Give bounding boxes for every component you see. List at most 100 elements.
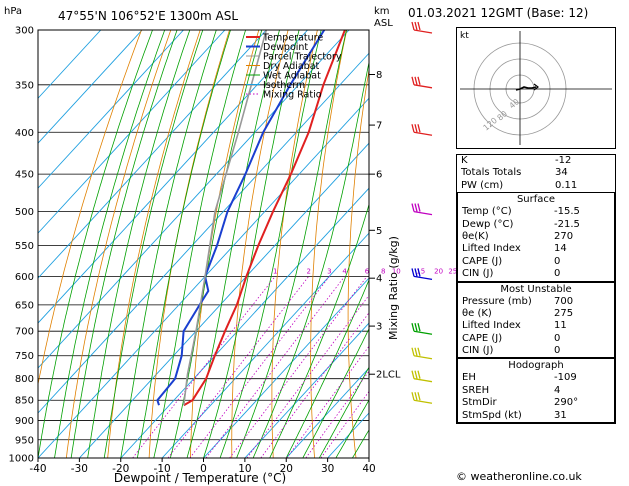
hodograph-title: Hodograph [508,360,564,372]
most-unstable-row: Lifted Index 11 [458,320,614,332]
index-value: 34 [555,167,568,179]
wet-adiabat-line [170,30,263,458]
surface-row: Temp (°C) -15.5 [458,206,614,218]
wind-barb-flag [414,392,418,401]
wind-barb-flag [411,203,415,212]
x-tick-label: -30 [71,463,88,475]
mixing-ratio-label: 8 [381,267,385,275]
wet-adiabat-line [186,30,280,458]
hodo-param-row: StmDir 290° [458,397,614,409]
wind-barb-staff [413,399,433,404]
legend-label: Isotherm [263,80,305,91]
wet-adiabat-line [285,279,369,458]
wind-barb [411,76,433,89]
wind-barb-flag [411,124,415,133]
temperature-curve [183,30,346,407]
isotherm-line [38,52,369,414]
wind-barb-staff [413,210,433,216]
mixing-ratio-line [305,370,369,458]
indices-panel: K -12 Totals Totals 34 PW (cm) 0.11 Surface T… [456,154,616,425]
wind-barb-flag [414,124,418,133]
wet-adiabat-line [302,328,369,458]
pressure-tick-label: 950 [15,435,34,446]
surface-label: Lifted Index [462,243,521,255]
most-unstable-label: CAPE (J) [462,332,503,344]
hodo-param-row: SREH 4 [458,385,614,397]
wind-barb-flag [414,203,418,212]
surface-title: Surface [516,194,556,206]
x-tick-label: 30 [321,463,334,475]
wet-adiabat-line [269,203,369,458]
chart-title: 47°55'N 106°52'E 1300m ASL [58,9,238,23]
most-unstable-row: Pressure (mb) 700 [458,296,614,308]
wind-barb-staff [413,131,433,136]
most-unstable-value: 700 [554,295,574,307]
surface-label: CAPE (J) [462,255,503,267]
wind-barb-flag [414,370,418,379]
copyright: © weatheronline.co.uk [456,470,582,483]
pressure-tick-label: 300 [15,26,34,37]
wind-barb-flag [417,76,421,85]
wind-barb [411,124,433,136]
dry-adiabat-line [347,67,369,458]
hpa-label: hPa [4,6,22,17]
wind-barb-flag [417,124,421,133]
mixing-ratio-label: 25 [448,267,457,275]
most-unstable-value: 275 [554,307,574,319]
index-row: K -12 [457,155,615,167]
date-label: 01.03.2021 12GMT (Base: 12) [408,6,589,20]
mixing-ratio-line [229,276,368,458]
mixing-ratio-label: 20 [434,267,443,275]
km-tick-label: 7 [376,121,382,132]
wet-adiabat-line [236,30,347,458]
hodo-param-value: 4 [554,384,561,396]
mixing-ratio-label: 10 [392,267,401,275]
surface-row: CAPE (J) 0 [458,256,614,268]
wet-adiabat-line [87,30,191,458]
most-unstable-row: CIN (J) 0 [458,345,614,357]
pressure-tick-label: 750 [15,351,34,362]
dry-adiabat-line [190,30,260,458]
surface-value: 270 [554,230,574,242]
index-label: K [461,155,468,166]
hodo-trace [515,86,537,91]
mixing-ratio-label: 3 [327,267,331,275]
pressure-tick-label: 450 [15,170,34,181]
wind-barb-flag [414,268,418,277]
most-unstable-label: θe (K) [462,307,492,319]
wind-barb-staff [413,355,433,360]
most-unstable-value: 0 [554,345,561,357]
pressure-tick-label: 800 [15,374,34,385]
mixing-ratio-line [167,276,310,458]
index-row: PW (cm) 0.11 [457,180,615,192]
pressure-tick-label: 900 [15,416,34,427]
hodo-param-value: -109 [554,372,577,384]
isotherm-line [38,30,226,234]
km-tick-label: 5 [376,226,382,237]
legend-label: Temperature [262,33,323,44]
surface-row: θe(K) 270 [458,231,614,243]
wind-barb [411,392,433,404]
dewpoint-curve [156,30,326,406]
pressure-tick-label: 500 [15,207,34,218]
legend-label: Wet Adiabat [263,71,321,82]
wind-barb-staff [413,84,433,89]
wet-adiabat-line [203,30,300,458]
hodo-param-label: SREH [462,384,490,396]
wind-barb-flag [414,323,418,332]
wind-barb-flag [414,76,418,85]
wind-barb [411,347,433,360]
hodograph-box: Hodograph EH -109 SREH 4 StmDir 290° StmSpd (k… [457,358,615,424]
dry-adiabat-line [38,30,142,387]
x-axis-label: Dewpoint / Temperature (°C) [114,471,286,485]
legend-label: Mixing Ratio [263,90,322,101]
isotherm-line [38,30,350,369]
wind-barb [411,323,433,335]
index-label: Totals Totals [461,167,522,179]
wind-barb-flag [417,370,421,379]
wet-adiabat-line [252,60,369,458]
wind-barb-flag [417,21,421,31]
wind-barb [411,203,433,216]
isotherm-line [79,142,369,458]
index-label: PW (cm) [461,179,504,191]
